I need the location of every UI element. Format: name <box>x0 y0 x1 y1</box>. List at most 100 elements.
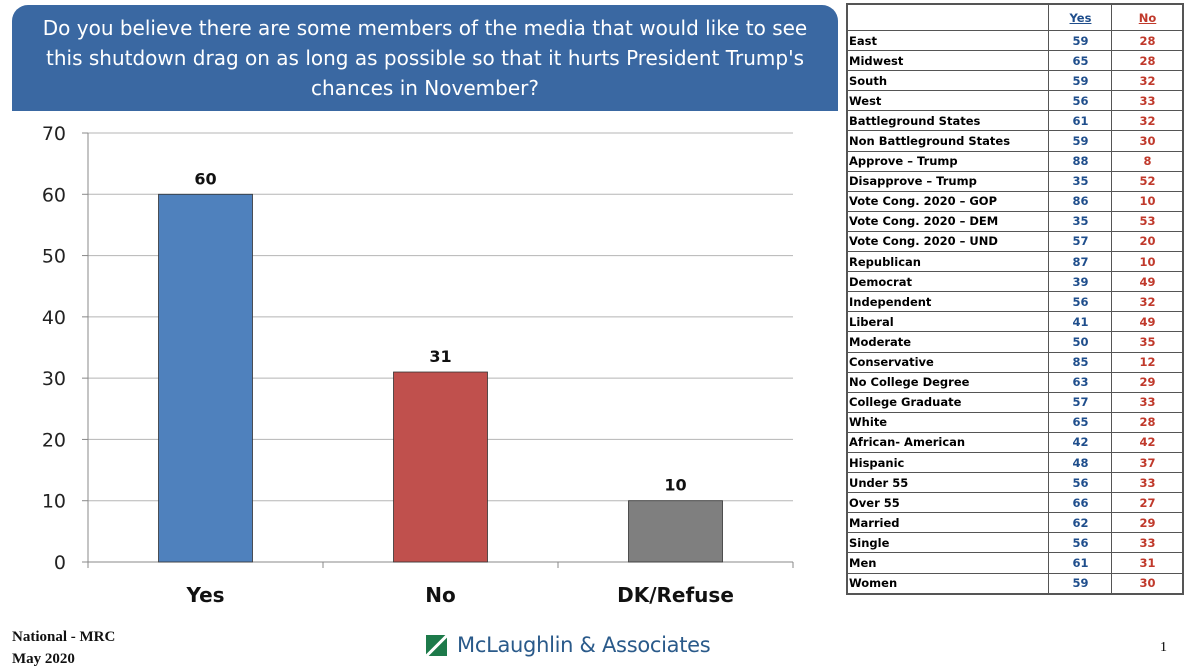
table-body: East 59 28 Midwest 65 28 South 59 32 West 56 33 Batt… <box>847 29 1183 594</box>
row-label: Approve – Trump <box>847 150 1049 172</box>
row-label: Republican <box>847 251 1049 273</box>
bar-dkrefuse <box>628 500 723 563</box>
row-no-value: 20 <box>1111 230 1183 253</box>
table-row: Married 62 29 <box>847 512 1183 534</box>
row-no-value: 32 <box>1111 70 1183 92</box>
row-no-value: 30 <box>1111 572 1183 594</box>
row-label: Democrat <box>847 271 1049 293</box>
y-tick-label: 30 <box>42 368 66 390</box>
row-label: Liberal <box>847 311 1049 333</box>
row-no-value: 10 <box>1111 251 1183 273</box>
y-tick-label: 70 <box>42 123 66 145</box>
y-tick-label: 50 <box>42 246 66 268</box>
row-yes-value: 59 <box>1048 572 1112 594</box>
row-yes-value: 87 <box>1048 251 1112 273</box>
table-row: Midwest 65 28 <box>847 50 1183 72</box>
row-no-value: 42 <box>1111 431 1183 453</box>
row-yes-value: 62 <box>1048 512 1112 534</box>
row-yes-value: 59 <box>1048 70 1112 92</box>
row-yes-value: 56 <box>1048 532 1112 554</box>
y-tick-label: 20 <box>42 429 66 451</box>
table-row: Conservative 85 12 <box>847 351 1183 373</box>
table-row: College Graduate 57 33 <box>847 391 1183 413</box>
row-yes-value: 65 <box>1048 411 1112 433</box>
question-banner: Do you believe there are some members of… <box>12 5 838 111</box>
bar-chart: 0 10 20 30 40 50 60 70 60 Yes 31 No 10 DK/Refuse <box>42 123 794 607</box>
category-label: DK/Refuse <box>617 583 734 607</box>
row-yes-value: 35 <box>1048 170 1112 192</box>
row-label: Battleground States <box>847 110 1049 132</box>
table-row: Over 55 66 27 <box>847 492 1183 514</box>
table-row: Liberal 41 49 <box>847 311 1183 333</box>
row-no-value: 10 <box>1111 190 1183 212</box>
table-row: Vote Cong. 2020 – DEM 35 53 <box>847 210 1183 232</box>
row-label: African- American <box>847 431 1049 453</box>
row-label: Vote Cong. 2020 – GOP <box>847 190 1049 212</box>
row-no-value: 49 <box>1111 271 1183 293</box>
row-no-value: 33 <box>1111 90 1183 112</box>
table-row: Disapprove – Trump 35 52 <box>847 170 1183 192</box>
y-tick-label: 0 <box>54 552 66 574</box>
row-yes-value: 85 <box>1048 351 1112 373</box>
logo-text: McLaughlin & Associates <box>457 633 711 657</box>
row-label: White <box>847 411 1049 433</box>
table-row: Vote Cong. 2020 – GOP 86 10 <box>847 190 1183 212</box>
table-row: Non Battleground States 59 30 <box>847 130 1183 152</box>
row-yes-value: 56 <box>1048 472 1112 494</box>
row-yes-value: 35 <box>1048 210 1112 232</box>
row-label: Hispanic <box>847 451 1049 474</box>
row-no-value: 12 <box>1111 351 1183 373</box>
row-label: Moderate <box>847 331 1049 353</box>
row-no-value: 53 <box>1111 210 1183 232</box>
table-row: Approve – Trump 88 8 <box>847 150 1183 172</box>
row-no-value: 29 <box>1111 512 1183 534</box>
row-no-value: 49 <box>1111 311 1183 333</box>
crosstab-table: Yes No East 59 28 Midwest 65 28 South 59 32 West 5… <box>846 3 1184 595</box>
header-blank <box>847 4 1049 31</box>
row-label: Non Battleground States <box>847 130 1049 152</box>
footer-date: May 2020 <box>12 651 75 667</box>
row-label: South <box>847 70 1049 92</box>
question-text: Do you believe there are some members of… <box>42 16 808 100</box>
table-row: Hispanic 48 37 <box>847 451 1183 474</box>
table-row: Women 59 30 <box>847 572 1183 594</box>
row-yes-value: 65 <box>1048 50 1112 72</box>
row-no-value: 28 <box>1111 29 1183 52</box>
row-yes-value: 63 <box>1048 371 1112 393</box>
row-label: East <box>847 29 1049 52</box>
row-no-value: 28 <box>1111 411 1183 433</box>
footer-survey-name: National - MRC <box>12 629 116 645</box>
row-yes-value: 41 <box>1048 311 1112 333</box>
row-no-value: 35 <box>1111 331 1183 353</box>
row-yes-value: 61 <box>1048 552 1112 574</box>
row-no-value: 33 <box>1111 391 1183 413</box>
row-yes-value: 56 <box>1048 90 1112 112</box>
table-row: White 65 28 <box>847 411 1183 433</box>
table-row: African- American 42 42 <box>847 431 1183 453</box>
row-yes-value: 66 <box>1048 492 1112 514</box>
table-row: Vote Cong. 2020 – UND 57 20 <box>847 230 1183 253</box>
row-no-value: 30 <box>1111 130 1183 152</box>
row-no-value: 29 <box>1111 371 1183 393</box>
table-row: Republican 87 10 <box>847 251 1183 273</box>
row-yes-value: 59 <box>1048 29 1112 52</box>
table-row: Moderate 50 35 <box>847 331 1183 353</box>
y-tick-label: 10 <box>42 491 66 513</box>
table-row: Democrat 39 49 <box>847 271 1183 293</box>
data-label: 10 <box>664 476 686 495</box>
row-label: Women <box>847 572 1049 594</box>
row-no-value: 32 <box>1111 110 1183 132</box>
row-no-value: 52 <box>1111 170 1183 192</box>
company-logo: McLaughlin & Associates <box>426 633 711 657</box>
row-label: Vote Cong. 2020 – UND <box>847 230 1049 253</box>
data-label: 31 <box>429 347 451 366</box>
row-label: Married <box>847 512 1049 534</box>
table-row: Men 61 31 <box>847 552 1183 574</box>
row-yes-value: 57 <box>1048 391 1112 413</box>
bar-no <box>393 371 488 563</box>
row-yes-value: 86 <box>1048 190 1112 212</box>
row-label: Midwest <box>847 50 1049 72</box>
header-yes: Yes <box>1048 4 1112 31</box>
y-tick-label: 60 <box>42 184 66 206</box>
row-no-value: 33 <box>1111 532 1183 554</box>
